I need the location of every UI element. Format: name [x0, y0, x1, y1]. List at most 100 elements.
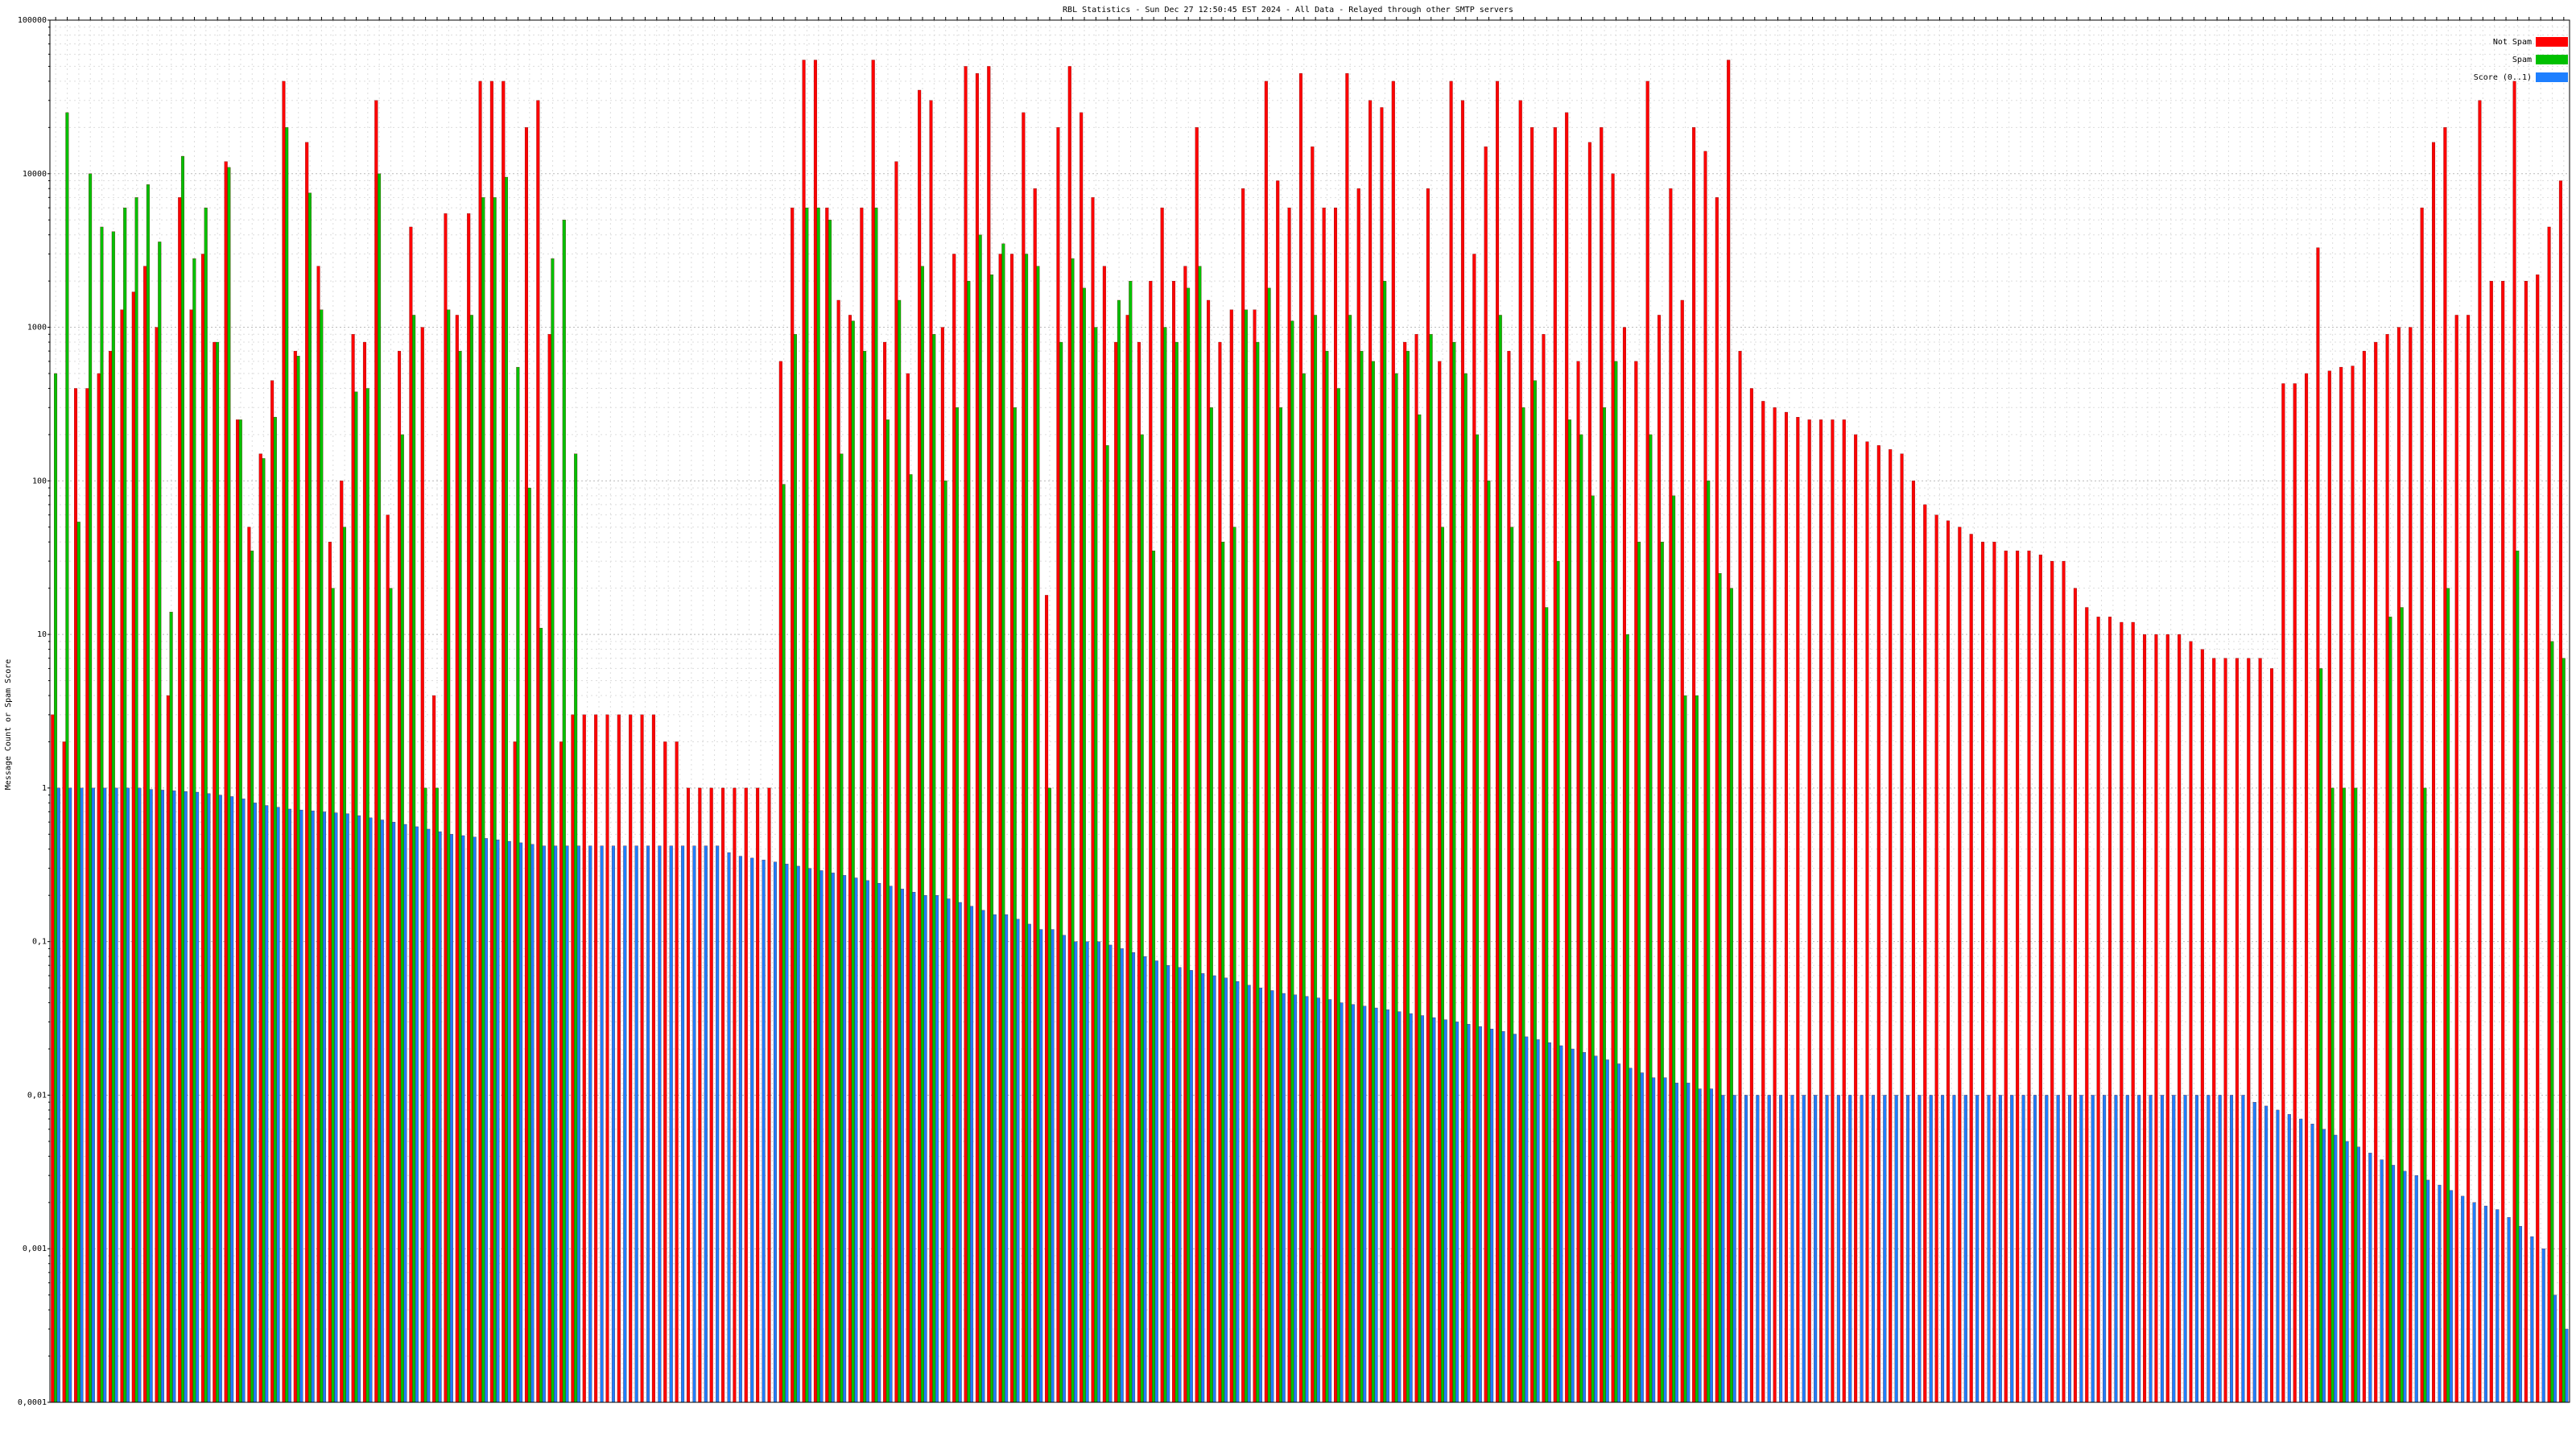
bar	[1958, 526, 1962, 1403]
bar	[1105, 445, 1109, 1403]
bar	[227, 167, 231, 1403]
bar	[2276, 1109, 2280, 1403]
bar	[1825, 1095, 1829, 1403]
bar	[2107, 617, 2112, 1403]
bar	[189, 309, 193, 1403]
bar	[320, 309, 324, 1403]
bar	[2131, 621, 2135, 1403]
bar	[1152, 551, 1156, 1403]
bar	[1600, 127, 1604, 1403]
bar	[1449, 80, 1453, 1403]
bar	[1889, 449, 1893, 1403]
bar	[2530, 1236, 2534, 1403]
bar	[1998, 1095, 2002, 1403]
bar	[342, 526, 346, 1403]
bar	[588, 845, 592, 1403]
bar	[1174, 341, 1179, 1403]
bar	[527, 487, 531, 1403]
bar	[2207, 1095, 2211, 1403]
bar	[386, 514, 390, 1403]
bar	[1091, 197, 1095, 1403]
bar	[970, 906, 974, 1403]
bar	[68, 787, 72, 1403]
bar	[1270, 990, 1274, 1403]
bar	[1334, 207, 1338, 1403]
bar	[1784, 411, 1788, 1403]
bar	[398, 350, 402, 1403]
bar	[1790, 1095, 1794, 1403]
bar	[166, 695, 170, 1403]
bar	[727, 852, 731, 1403]
bar	[898, 299, 902, 1403]
bar	[1663, 1077, 1667, 1403]
bar	[1414, 334, 1418, 1403]
bar	[1056, 127, 1060, 1403]
bar	[1865, 441, 1869, 1403]
y-tick-label: 1000	[27, 324, 47, 332]
bar	[2114, 1095, 2118, 1403]
bar	[828, 220, 832, 1403]
bar	[1981, 542, 1985, 1403]
bar	[1221, 542, 1225, 1403]
bar	[2443, 127, 2447, 1403]
bar	[1587, 142, 1591, 1403]
bar	[1773, 407, 1777, 1403]
bar	[2380, 1159, 2384, 1403]
bar	[207, 793, 211, 1403]
bar	[1001, 243, 1005, 1403]
bar	[2449, 1190, 2453, 1403]
bar	[1163, 327, 1167, 1403]
bar	[1302, 373, 1306, 1403]
bar	[351, 334, 355, 1403]
bar	[874, 207, 878, 1403]
bar	[496, 840, 500, 1403]
bar	[1171, 280, 1176, 1403]
bar	[860, 207, 864, 1403]
bar	[1542, 334, 1546, 1403]
bar	[400, 434, 404, 1403]
bar	[975, 73, 979, 1403]
bar	[2322, 1129, 2326, 1403]
bar	[427, 828, 431, 1403]
bar	[444, 213, 448, 1403]
bar	[1929, 1095, 1933, 1403]
bar	[334, 812, 338, 1403]
y-tick-label: 10	[37, 630, 47, 639]
bar	[1356, 188, 1360, 1403]
bar	[2143, 634, 2147, 1403]
bar	[1232, 526, 1236, 1403]
bar	[516, 366, 520, 1403]
bar	[432, 695, 436, 1403]
bar	[1209, 407, 1213, 1403]
bar	[559, 741, 564, 1403]
bar	[2160, 1095, 2164, 1403]
bar	[1533, 380, 1537, 1403]
bar	[1946, 520, 1950, 1403]
bar	[91, 787, 95, 1403]
legend-label: Spam	[2512, 56, 2532, 64]
bar	[305, 142, 309, 1403]
bar	[993, 914, 997, 1403]
bar	[1132, 952, 1136, 1403]
bar	[651, 714, 655, 1403]
bar	[2507, 1217, 2511, 1403]
bar	[2038, 555, 2042, 1403]
bar	[1476, 434, 1480, 1403]
bar	[2354, 787, 2358, 1403]
legend-label: Not Spam	[2493, 38, 2532, 47]
bar	[658, 845, 662, 1403]
bar	[2085, 607, 2089, 1403]
bar	[542, 845, 546, 1403]
bar	[1680, 299, 1684, 1403]
bar	[2073, 588, 2077, 1403]
bar	[955, 407, 959, 1403]
bar	[1992, 542, 1996, 1403]
bar	[1553, 127, 1557, 1403]
bar	[1487, 481, 1491, 1403]
bar	[1051, 929, 1055, 1403]
bar	[2016, 551, 2020, 1403]
bar	[1796, 417, 1800, 1403]
bar	[958, 902, 962, 1403]
bar	[1556, 560, 1560, 1403]
bar	[1727, 60, 1731, 1403]
